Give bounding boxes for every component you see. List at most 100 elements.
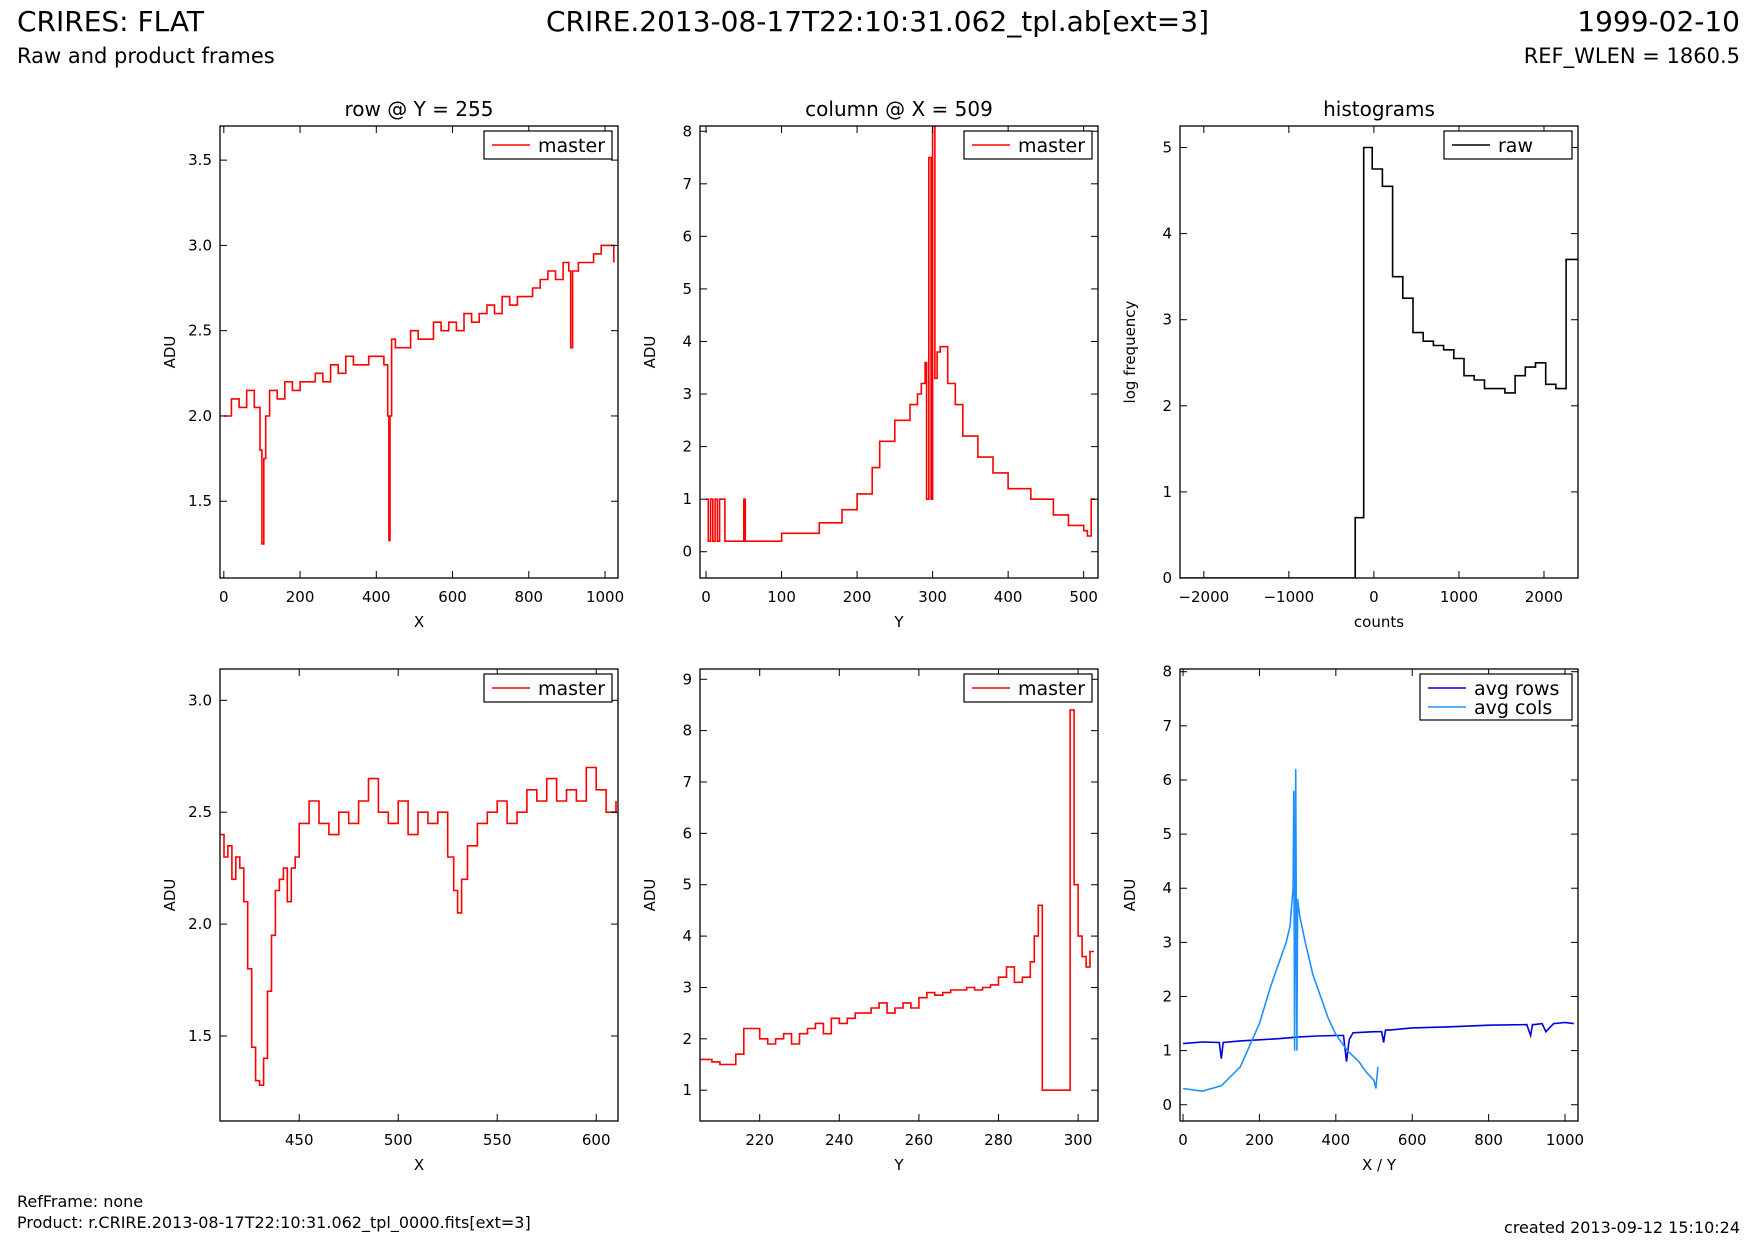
x-axis-label: X xyxy=(414,1156,424,1174)
y-axis-label: ADU xyxy=(641,879,659,912)
series-line-averages-0 xyxy=(1183,1021,1574,1062)
x-tick-label: 550 xyxy=(483,1131,512,1149)
x-tick-label: 800 xyxy=(1474,1131,1503,1149)
y-tick-label: 8 xyxy=(682,122,692,140)
x-tick-label: 1000 xyxy=(1546,1131,1584,1149)
y-axis-label: ADU xyxy=(161,336,179,369)
y-tick-label: 2.5 xyxy=(188,803,212,821)
y-tick-label: 6 xyxy=(1162,771,1172,789)
y-tick-label: 2 xyxy=(1162,397,1172,415)
y-tick-label: 5 xyxy=(1162,139,1172,157)
axes-frame-histograms xyxy=(1179,125,1579,579)
x-axis-label: Y xyxy=(893,1156,904,1174)
x-tick-label: 400 xyxy=(362,588,391,606)
title-left: CRIRES: FLAT xyxy=(17,5,204,38)
y-axis-label: ADU xyxy=(1121,879,1139,912)
y-tick-label: 1.5 xyxy=(188,1027,212,1045)
legend-label: avg rows xyxy=(1474,678,1559,700)
series-line-row-0 xyxy=(223,244,615,545)
series-line-averages-1 xyxy=(1182,769,1379,1093)
y-tick-label: 2 xyxy=(1162,987,1172,1005)
y-tick-label: 2 xyxy=(682,438,692,456)
y-axis-label: ADU xyxy=(161,879,179,912)
x-tick-label: 300 xyxy=(918,588,947,606)
legend-label: master xyxy=(1018,678,1085,700)
series-line-column-zoom-0 xyxy=(700,709,1094,1091)
y-tick-label: 2.0 xyxy=(188,407,212,425)
legend-label: avg cols xyxy=(1474,697,1552,719)
y-axis-label: ADU xyxy=(641,336,659,369)
axes-frame-column xyxy=(699,125,1099,579)
y-tick-label: 4 xyxy=(682,332,692,350)
x-tick-label: 0 xyxy=(1369,588,1379,606)
y-tick-label: 1 xyxy=(682,1081,692,1099)
chart-title: row @ Y = 255 xyxy=(345,97,494,121)
y-tick-label: 5 xyxy=(1162,825,1172,843)
series-line-histograms-0 xyxy=(1180,146,1578,578)
x-tick-label: 280 xyxy=(984,1131,1013,1149)
x-tick-label: 600 xyxy=(1398,1131,1427,1149)
x-tick-label: 220 xyxy=(745,1131,774,1149)
subtitle-left: Raw and product frames xyxy=(17,44,275,68)
legend-label: raw xyxy=(1498,135,1533,157)
y-tick-label: 7 xyxy=(1162,717,1172,735)
y-tick-label: 7 xyxy=(682,773,692,791)
x-axis-label: X xyxy=(414,613,424,631)
y-tick-label: 0 xyxy=(1162,569,1172,587)
refframe-label: RefFrame: none xyxy=(17,1192,144,1211)
x-tick-label: 0 xyxy=(701,588,711,606)
y-tick-label: 0 xyxy=(682,543,692,561)
y-tick-label: 1 xyxy=(1162,483,1172,501)
y-tick-label: 3 xyxy=(682,385,692,403)
x-tick-label: 240 xyxy=(825,1131,854,1149)
x-tick-label: −1000 xyxy=(1263,588,1314,606)
product-label: Product: r.CRIRE.2013-08-17T22:10:31.062… xyxy=(17,1213,531,1232)
date-label: 1999-02-10 xyxy=(1577,5,1740,38)
x-tick-label: 400 xyxy=(994,588,1023,606)
x-tick-label: 300 xyxy=(1064,1131,1093,1149)
x-tick-label: 0 xyxy=(1178,1131,1188,1149)
axes-frame-row xyxy=(219,125,619,579)
y-tick-label: 5 xyxy=(682,280,692,298)
x-axis-label: Y xyxy=(893,613,904,631)
x-axis-label: counts xyxy=(1354,613,1404,631)
x-tick-label: 450 xyxy=(285,1131,314,1149)
x-axis-label: X / Y xyxy=(1362,1156,1397,1174)
y-tick-label: 8 xyxy=(682,722,692,740)
y-tick-label: 7 xyxy=(682,175,692,193)
y-tick-label: 1 xyxy=(1162,1042,1172,1060)
x-tick-label: −2000 xyxy=(1178,588,1229,606)
y-tick-label: 3 xyxy=(1162,933,1172,951)
y-tick-label: 0 xyxy=(1162,1096,1172,1114)
y-tick-label: 3 xyxy=(682,978,692,996)
ref-wlen-label: REF_WLEN = 1860.5 xyxy=(1523,44,1740,68)
x-tick-label: 600 xyxy=(582,1131,611,1149)
chart-title: histograms xyxy=(1323,97,1435,121)
page-title: CRIRE.2013-08-17T22:10:31.062_tpl.ab[ext… xyxy=(545,5,1209,38)
axes-frame-row-zoom xyxy=(219,668,619,1122)
series-line-row-zoom-0 xyxy=(220,766,617,1086)
x-tick-label: 260 xyxy=(905,1131,934,1149)
created-label: created 2013-09-12 15:10:24 xyxy=(1504,1218,1740,1237)
axes-frame-column-zoom xyxy=(699,668,1099,1122)
x-tick-label: 400 xyxy=(1322,1131,1351,1149)
legend-label: master xyxy=(1018,135,1085,157)
y-tick-label: 3 xyxy=(1162,311,1172,329)
legend-label: master xyxy=(538,678,605,700)
x-tick-label: 800 xyxy=(514,588,543,606)
x-tick-label: 200 xyxy=(843,588,872,606)
y-tick-label: 9 xyxy=(682,670,692,688)
x-tick-label: 0 xyxy=(219,588,229,606)
x-tick-label: 600 xyxy=(438,588,467,606)
legend-box xyxy=(1419,673,1573,721)
series-line-column-0 xyxy=(706,126,1095,542)
x-tick-label: 200 xyxy=(1245,1131,1274,1149)
x-tick-label: 100 xyxy=(767,588,796,606)
y-tick-label: 4 xyxy=(1162,225,1172,243)
y-tick-label: 5 xyxy=(682,876,692,894)
chart-title: column @ X = 509 xyxy=(805,97,993,121)
y-tick-label: 3.0 xyxy=(188,691,212,709)
axes-frame-averages xyxy=(1179,668,1579,1122)
y-tick-label: 4 xyxy=(1162,879,1172,897)
